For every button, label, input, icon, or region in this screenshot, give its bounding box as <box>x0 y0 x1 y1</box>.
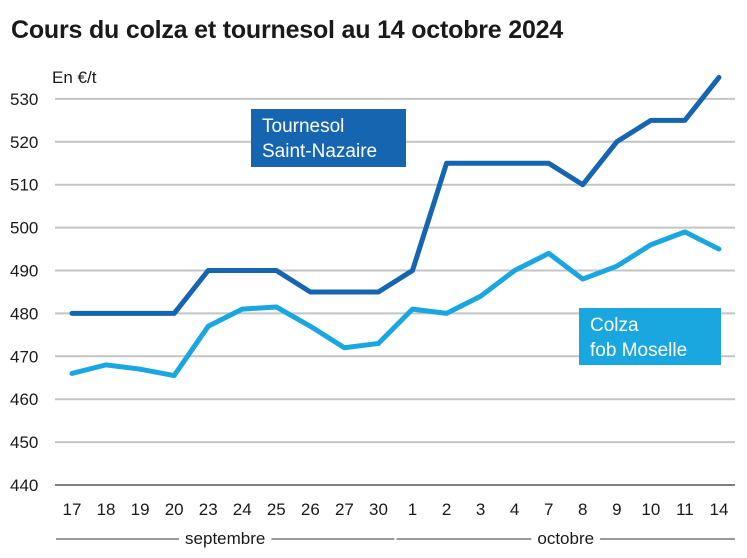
x-tick-label-4: 23 <box>199 500 218 519</box>
x-tick-label-10: 1 <box>408 500 417 519</box>
x-tick-label-1: 18 <box>97 500 116 519</box>
series-line-1 <box>69 229 722 379</box>
series-label-text-0-0: Tournesol <box>262 116 344 137</box>
y-tick-label-480: 480 <box>10 304 38 323</box>
series-label-text-0-1: Saint-Nazaire <box>262 141 377 162</box>
x-tick-label-8: 27 <box>335 500 354 519</box>
x-tick-label-14: 7 <box>544 500 553 519</box>
x-tick-label-16: 9 <box>612 500 621 519</box>
y-tick-label-450: 450 <box>10 433 38 452</box>
series-line-0 <box>69 74 722 316</box>
y-tick-label-490: 490 <box>10 262 38 281</box>
y-tick-label-530: 530 <box>10 90 38 109</box>
series-label-box-1 <box>579 308 721 365</box>
x-tick-label-6: 25 <box>267 500 286 519</box>
x-tick-label-13: 4 <box>510 500 519 519</box>
y-tick-label-500: 500 <box>10 219 38 238</box>
x-tick-label-5: 24 <box>233 500 252 519</box>
y-tick-label-520: 520 <box>10 133 38 152</box>
series-label-text-1-1: fob Moselle <box>590 340 687 361</box>
y-tick-label-440: 440 <box>10 476 38 495</box>
x-tick-label-19: 14 <box>709 500 728 519</box>
x-tick-label-18: 11 <box>676 500 694 519</box>
x-tick-label-2: 19 <box>131 500 150 519</box>
y-tick-label-460: 460 <box>10 390 38 409</box>
series-label-box-0 <box>251 109 406 167</box>
x-tick-label-11: 2 <box>442 500 451 519</box>
y-unit-label: En €/t <box>52 68 97 87</box>
x-tick-label-9: 30 <box>369 500 388 519</box>
series-label-text-1-0: Colza <box>590 315 639 336</box>
y-tick-label-510: 510 <box>10 176 38 195</box>
x-tick-label-15: 8 <box>578 500 587 519</box>
month-label-octobre: octobre <box>537 529 594 548</box>
x-tick-label-17: 10 <box>641 500 660 519</box>
page-title: Cours du colza et tournesol au 14 octobr… <box>11 16 564 44</box>
x-tick-label-3: 20 <box>165 500 184 519</box>
x-tick-label-12: 3 <box>476 500 485 519</box>
x-tick-label-7: 26 <box>301 500 320 519</box>
y-tick-label-470: 470 <box>10 347 38 366</box>
x-tick-label-0: 17 <box>63 500 82 519</box>
month-label-septembre: septembre <box>185 529 265 548</box>
